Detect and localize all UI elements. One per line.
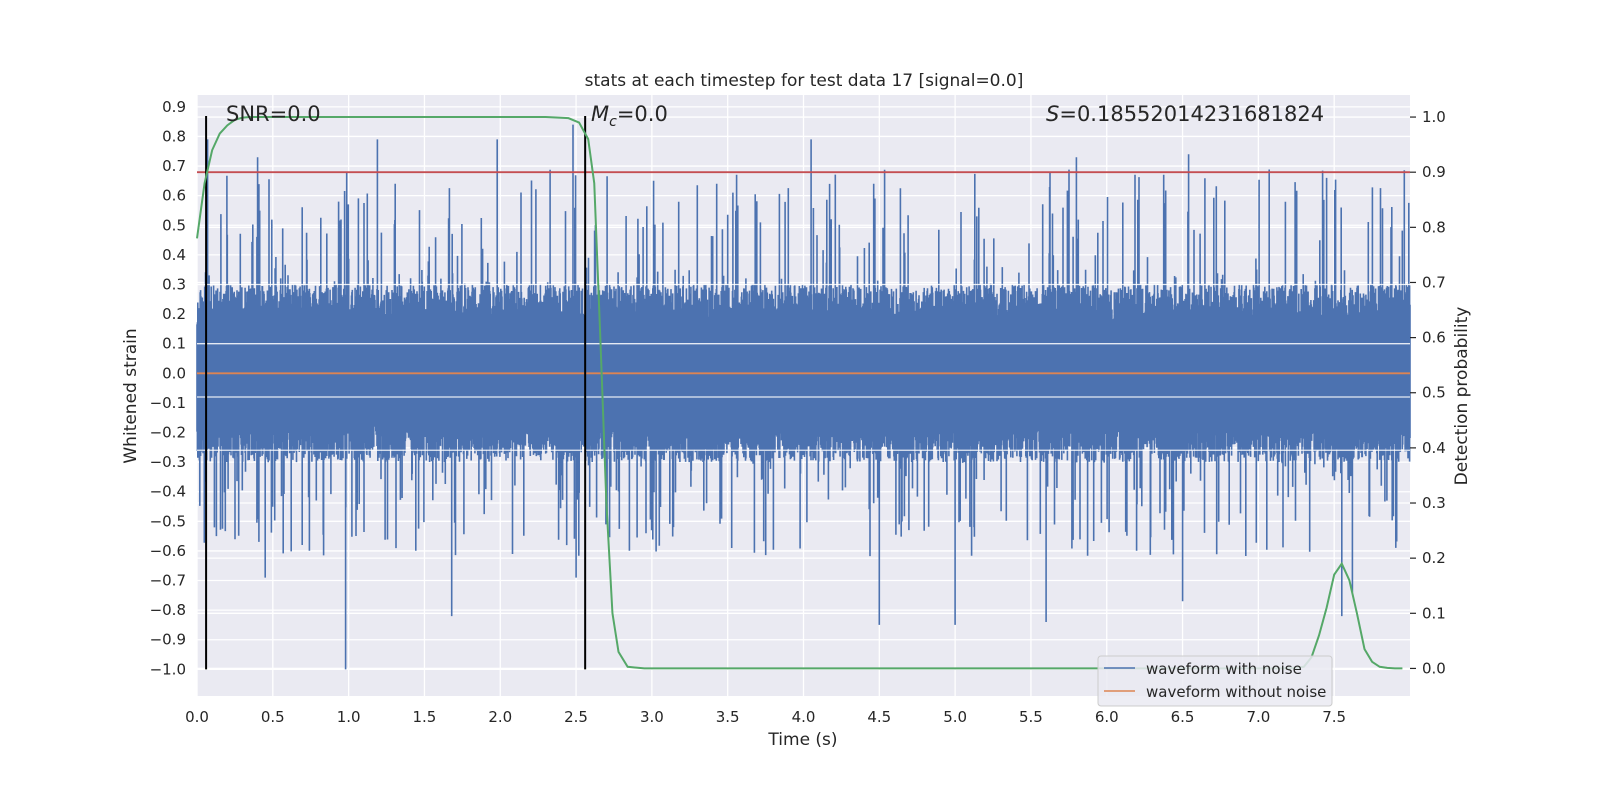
x-tick-label: 6.0 (1095, 708, 1119, 726)
x-tick-label: 2.5 (564, 708, 588, 726)
y-axis-label: Whitened strain (121, 328, 141, 463)
x-tick-label: 5.5 (1019, 708, 1043, 726)
plot-series (196, 116, 1411, 670)
axes: 0.0 0.5 1.0 1.5 2.0 2.5 3.0 3.5 4.0 4.5 5.0 5.5 6.0 6… (150, 98, 1446, 726)
legend-label-clean: waveform without noise (1146, 683, 1326, 701)
y2-tick-label: 0.8 (1422, 218, 1446, 236)
x-tick-label: 1.0 (337, 708, 361, 726)
y-tick-label: −0.6 (150, 542, 186, 560)
y-tick-label: −0.8 (150, 601, 186, 619)
y2-tick-label: 0.0 (1422, 659, 1446, 677)
x-tick-label: 0.5 (261, 708, 285, 726)
series-detection-probability (196, 116, 1403, 670)
x-tick-label: 5.0 (943, 708, 967, 726)
chart-title: stats at each timestep for test data 17 … (585, 71, 1024, 91)
x-tick-label: 0.0 (185, 708, 209, 726)
series-waveform-with-noise (196, 124, 1411, 670)
x-tick-label: 7.0 (1246, 708, 1270, 726)
x-tick-label: 1.5 (413, 708, 437, 726)
legend-box (1097, 655, 1333, 707)
y-tick-label: 0.4 (162, 246, 186, 264)
y-tick-label: 0.5 (162, 216, 186, 234)
y2-tick-label: 0.7 (1422, 273, 1446, 291)
y-tick-label: 0.2 (162, 305, 186, 323)
y-tick-label: −0.1 (150, 394, 186, 412)
y2-tick-label: 0.5 (1422, 384, 1446, 402)
y-tick-label: −0.2 (150, 424, 186, 442)
y-tick-label: 0.3 (162, 275, 186, 293)
x-tick-label: 2.0 (488, 708, 512, 726)
y2-tick-label: 0.3 (1422, 494, 1446, 512)
mc-annotation: Mc=0.0 (591, 102, 668, 130)
y-tick-label: −0.9 (150, 631, 186, 649)
y2-tick-label: 0.4 (1422, 439, 1446, 457)
x-tick-label: 6.5 (1171, 708, 1195, 726)
y2-tick-label: 0.1 (1422, 604, 1446, 622)
y2-tick-label: 0.6 (1422, 329, 1446, 347)
y-tick-label: −0.7 (150, 572, 186, 590)
x-tick-label: 3.0 (640, 708, 664, 726)
x-axis-label: Time (s) (767, 730, 837, 750)
y-tick-label: 0.6 (162, 187, 186, 205)
y-tick-label: 0.0 (162, 364, 186, 382)
legend: waveform with noise waveform without noi… (1097, 655, 1333, 707)
y2-tick-label: 0.9 (1422, 163, 1446, 181)
y-tick-label: −0.5 (150, 512, 186, 530)
s-annotation: S=0.18552014231681824 (1046, 102, 1324, 126)
legend-label-noise: waveform with noise (1146, 660, 1302, 678)
y-tick-label: −0.3 (150, 453, 186, 471)
x-tick-label: 4.0 (792, 708, 816, 726)
x-tick-label: 7.5 (1322, 708, 1346, 726)
y-tick-label: 0.8 (162, 127, 186, 145)
y-tick-label: −1.0 (150, 660, 186, 678)
y2-tick-label: 0.2 (1422, 549, 1446, 567)
x-tick-label: 3.5 (716, 708, 740, 726)
snr-annotation: SNR=0.0 (226, 102, 321, 126)
y-tick-label: −0.4 (150, 483, 186, 501)
y-tick-label: 0.9 (162, 98, 186, 116)
y-tick-label: 0.7 (162, 157, 186, 175)
y2-axis-label: Detection probability (1452, 307, 1472, 486)
x-tick-label: 4.5 (867, 708, 891, 726)
y-tick-label: 0.1 (162, 335, 186, 353)
y2-tick-label: 1.0 (1422, 108, 1446, 126)
